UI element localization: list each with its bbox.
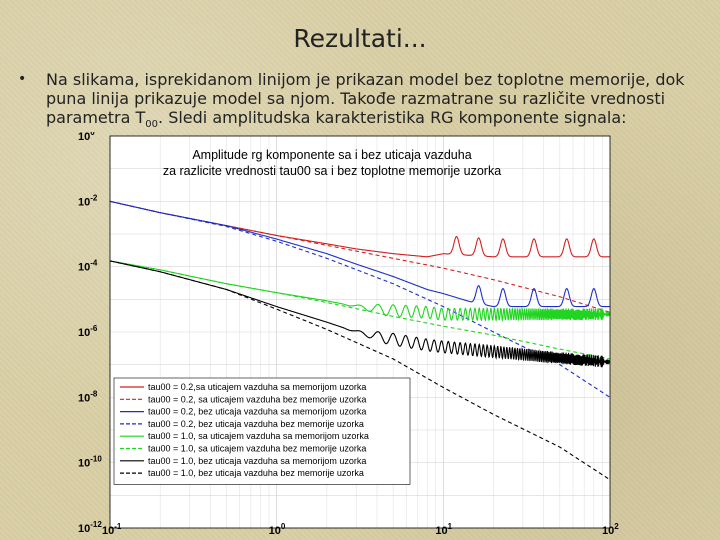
- bullet-text-part2: . Sledi amplitudska karakteristika RG ko…: [158, 108, 627, 127]
- y-tick-label: 10-4: [78, 259, 98, 274]
- bullet-marker: •: [18, 71, 27, 87]
- legend-entry: tau00 = 1.0, sa uticajem vazduha sa memo…: [148, 431, 369, 441]
- legend-entry: tau00 = 0.2, bez uticaja vazduha sa memo…: [148, 407, 366, 417]
- y-tick-label: 10-12: [78, 520, 102, 535]
- y-tick-label: 10-8: [78, 389, 98, 404]
- legend-entry: tau00 = 0.2, sa uticajem vazduha bez mem…: [148, 394, 366, 404]
- legend-entry: tau00 = 1.0, sa uticajem vazduha bez mem…: [148, 444, 366, 454]
- series-line-6: [109, 260, 611, 360]
- x-tick-label: 10-1: [102, 522, 122, 537]
- x-tick-label: 100: [269, 522, 286, 537]
- legend-entry: tau00 = 1.0, bez uticaja vazduha bez mem…: [148, 468, 364, 478]
- x-tick-label: 101: [435, 522, 452, 537]
- legend-entry: tau00 = 1.0, bez uticaja vazduha sa memo…: [148, 456, 366, 466]
- y-tick-label: 100: [78, 132, 95, 143]
- axes: 10-1 100 101 102 100 10-2 10-4 10-6 10-8 10-10 10-…: [78, 132, 619, 537]
- series-line-4: [109, 200, 611, 398]
- axes-frame: [109, 135, 611, 529]
- legend: tau00 = 0.2,sa uticajem vazduha sa memor…: [113, 377, 411, 485]
- slide-title: Rezultati...: [293, 24, 427, 53]
- amplitude-chart: 10-1 100 101 102 100 10-2 10-4 10-6 10-8 10-10 10-…: [78, 132, 619, 537]
- legend-entry: tau00 = 0.2,sa uticajem vazduha sa memor…: [148, 382, 366, 392]
- y-tick-label: 10-10: [78, 455, 102, 470]
- chart-subtitle: za razlicite vrednosti tau00 sa i bez to…: [163, 164, 501, 178]
- chart-title: Amplitude rg komponente sa i bez uticaja…: [192, 148, 471, 162]
- series-layer: [109, 200, 611, 481]
- legend-entry: tau00 = 0.2, bez uticaja vazduha bez mem…: [148, 419, 364, 429]
- bullet-text: Na slikama, isprekidanom linijom je prik…: [46, 70, 706, 134]
- bullet-text-part1: Na slikama, isprekidanom linijom je prik…: [46, 70, 685, 127]
- y-tick-label: 10-2: [78, 193, 98, 208]
- bullet-subscript: 00: [145, 119, 159, 131]
- legend-box: [113, 377, 411, 485]
- y-tick-label: 10-6: [78, 324, 98, 339]
- series-line-8: [109, 260, 611, 481]
- x-tick-label: 102: [602, 522, 619, 537]
